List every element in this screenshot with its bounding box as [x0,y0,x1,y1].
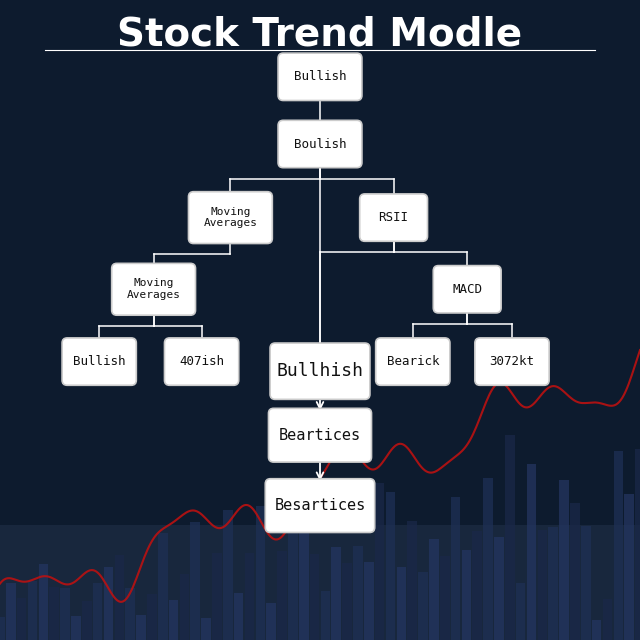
Text: Moving
Averages: Moving Averages [127,278,180,300]
Bar [288,518,298,640]
Bar [244,553,254,640]
Bar [49,588,59,640]
FancyBboxPatch shape [376,338,450,385]
Text: Moving
Averages: Moving Averages [204,207,257,228]
Bar [581,525,591,640]
Bar [158,534,168,640]
FancyBboxPatch shape [188,192,273,243]
Bar [386,492,396,640]
FancyBboxPatch shape [278,120,362,168]
Text: Bullish: Bullish [73,355,125,368]
Bar [375,483,385,640]
Bar [82,602,92,640]
FancyBboxPatch shape [111,264,196,315]
Bar [625,493,634,640]
Text: Bearick: Bearick [387,355,439,368]
Bar [169,600,179,640]
Text: MACD: MACD [452,283,482,296]
Bar [548,527,558,640]
FancyBboxPatch shape [270,343,370,399]
Bar [147,594,157,640]
Bar [255,506,265,640]
Bar [364,562,374,640]
Bar [71,616,81,640]
Bar [451,497,460,640]
Bar [191,522,200,640]
Text: RSII: RSII [379,211,408,224]
Bar [494,538,504,640]
Bar [60,588,70,640]
FancyBboxPatch shape [278,53,362,100]
Bar [570,503,580,640]
Bar [559,480,569,640]
Bar [104,567,113,640]
Bar [603,599,612,640]
Bar [17,598,26,640]
Bar [408,521,417,640]
Bar [472,531,482,640]
Bar [266,604,276,640]
Text: Beartices: Beartices [279,428,361,443]
FancyBboxPatch shape [360,194,428,241]
Text: 407ish: 407ish [179,355,224,368]
Text: Bullish: Bullish [294,70,346,83]
FancyBboxPatch shape [265,479,374,532]
Bar [212,553,221,640]
Bar [397,567,406,640]
Bar [202,618,211,640]
Text: Bullhish: Bullhish [276,362,364,380]
Bar [136,615,146,640]
Bar [516,583,525,640]
Bar [0,525,640,640]
Bar [419,572,428,640]
Bar [527,463,536,640]
Bar [0,618,5,640]
Bar [461,550,471,640]
Bar [538,530,547,640]
Text: 3072kt: 3072kt [490,355,534,368]
Bar [592,620,602,640]
Text: Besartices: Besartices [275,498,365,513]
Bar [505,435,515,640]
FancyBboxPatch shape [269,408,371,462]
Bar [429,539,438,640]
Bar [277,551,287,640]
Text: Stock Trend Modle: Stock Trend Modle [117,16,523,54]
Bar [180,574,189,640]
Bar [234,593,243,640]
Bar [332,547,341,640]
Bar [614,451,623,640]
Bar [28,581,37,640]
Bar [6,583,15,640]
Bar [115,555,124,640]
Text: Boulish: Boulish [294,138,346,150]
Bar [440,556,449,640]
Bar [38,564,48,640]
FancyBboxPatch shape [62,338,136,385]
Bar [223,510,232,640]
Bar [483,478,493,640]
Bar [299,527,308,640]
Bar [125,588,135,640]
Bar [321,591,330,640]
FancyBboxPatch shape [164,338,239,385]
Bar [93,583,102,640]
Bar [310,554,319,640]
Bar [342,563,352,640]
Bar [636,449,640,640]
FancyBboxPatch shape [475,338,549,385]
Bar [353,546,363,640]
FancyBboxPatch shape [433,266,501,313]
